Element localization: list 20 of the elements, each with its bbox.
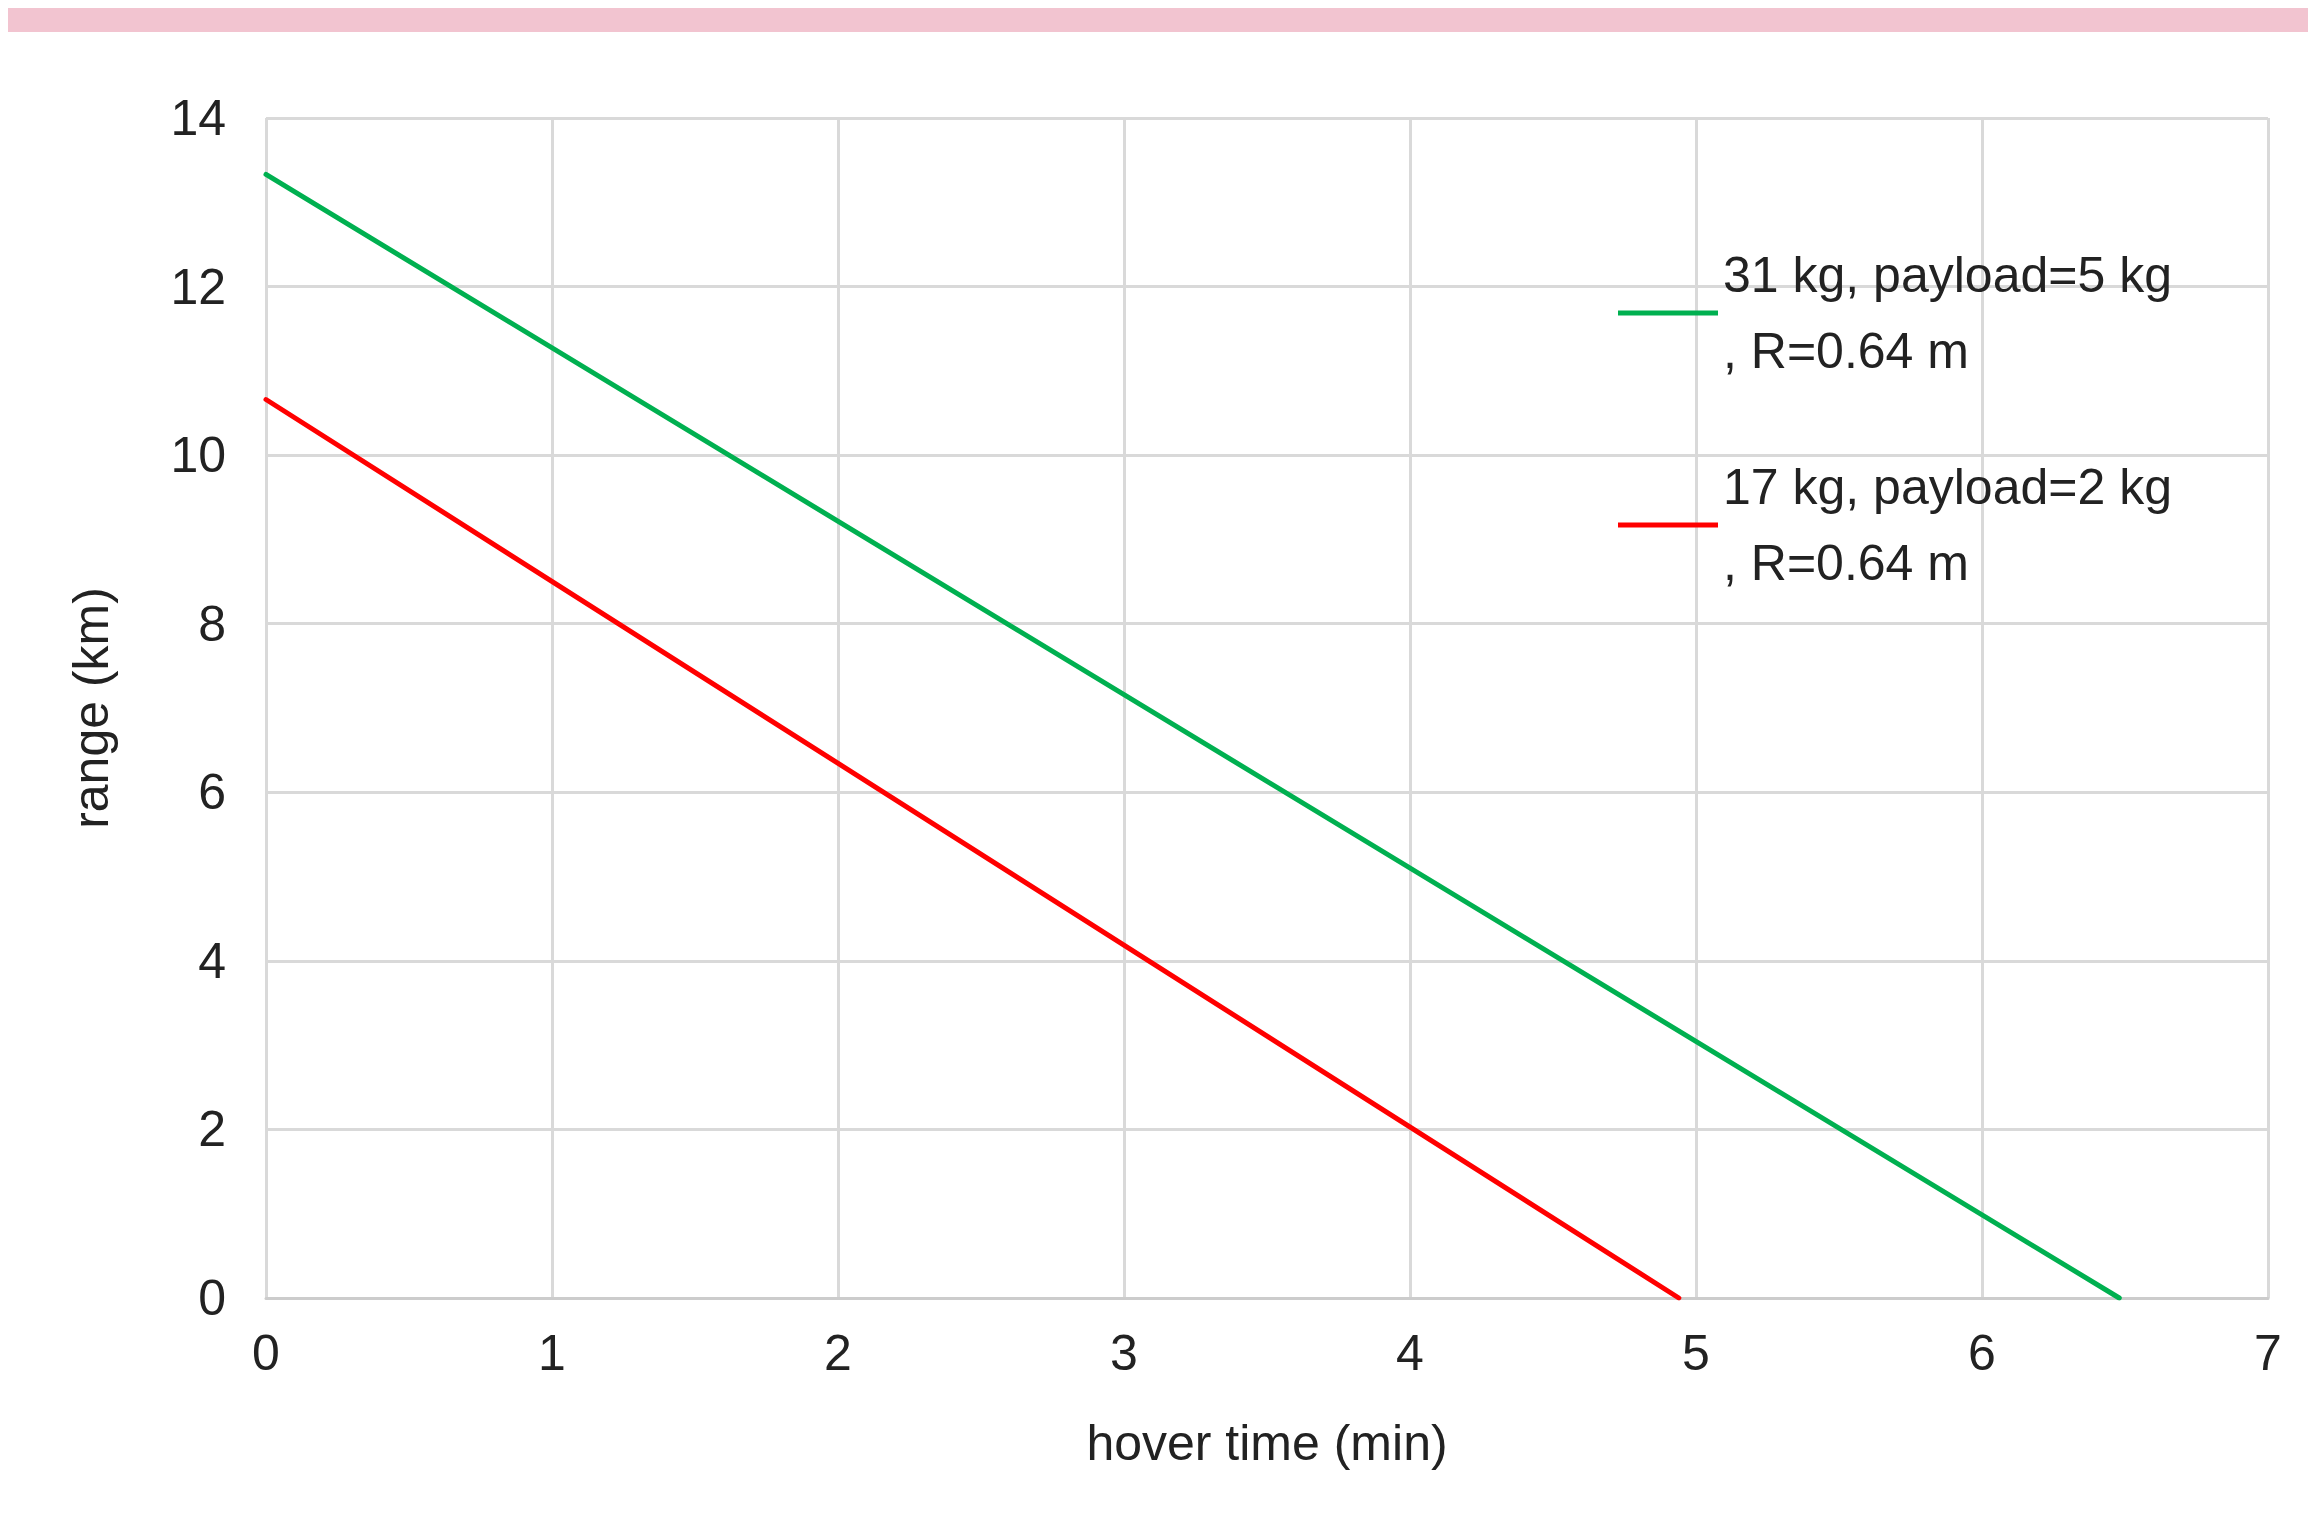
x-tick-label: 5 — [1682, 1325, 1710, 1381]
y-tick-label: 6 — [198, 764, 226, 821]
x-tick-label: 0 — [252, 1325, 280, 1381]
x-tick-label: 3 — [1110, 1325, 1138, 1381]
x-tick-label: 4 — [1396, 1325, 1424, 1381]
y-tick-label: 8 — [198, 595, 226, 652]
y-tick-label: 4 — [198, 932, 226, 989]
y-tick-label: 14 — [170, 90, 226, 146]
y-tick-label: 0 — [198, 1270, 226, 1326]
x-tick-label: 7 — [2254, 1325, 2282, 1381]
y-tick-label: 12 — [170, 258, 226, 315]
y-tick-label: 10 — [170, 427, 226, 484]
x-tick-label: 1 — [538, 1325, 566, 1381]
legend-label: 31 kg, payload=5 kg, R=0.64 m — [1723, 247, 2172, 379]
x-axis-title: hover time (min) — [1086, 1415, 1448, 1471]
x-tick-label: 6 — [1968, 1325, 1996, 1381]
x-tick-label: 2 — [824, 1325, 852, 1381]
y-tick-label: 2 — [198, 1101, 226, 1158]
legend-label: 17 kg, payload=2 kg, R=0.64 m — [1723, 459, 2172, 591]
y-axis-title: range (km) — [63, 587, 119, 829]
